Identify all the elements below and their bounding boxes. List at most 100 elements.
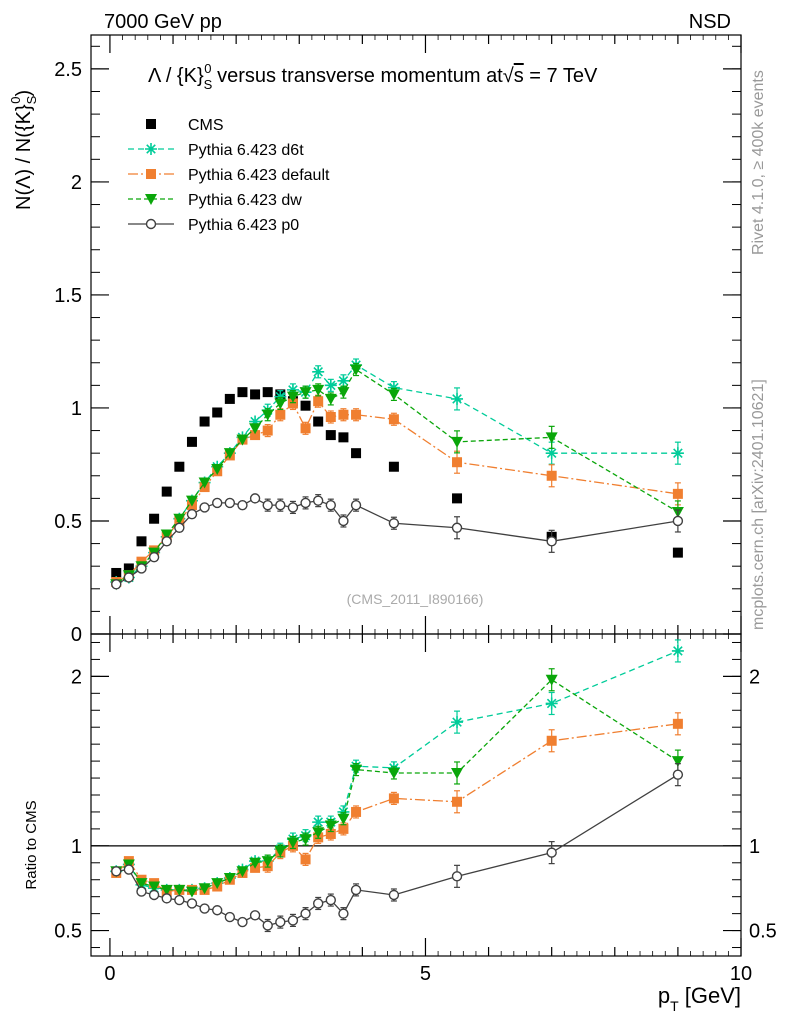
data-point-pythia-6-423-dw [671,756,684,768]
data-point-cms [351,448,362,459]
data-point-pythia-6-423-p0 [672,515,684,527]
legend: CMS Pythia 6.423 d6t Pythia 6.423 default P… [128,117,330,234]
data-point-pythia-6-423-p0 [287,915,299,926]
data-point-cms [212,407,223,418]
data-point-cms [199,416,210,427]
data-point-pythia-6-423-p0 [123,572,135,583]
data-point-pythia-6-423-default [325,412,336,423]
y-tick-label-right: 0.5 [749,921,777,943]
data-point-pythia-6-423-dw [299,387,312,399]
y-tick-label: 0.5 [54,921,82,943]
data-point-pythia-6-423-p0 [338,515,349,527]
data-point-pythia-6-423-p0 [451,522,463,533]
data-point-pythia-6-423-dw [148,881,161,893]
data-point-pythia-6-423-dw [236,434,249,446]
data-point-pythia-6-423-dw [261,856,274,868]
data-point-pythia-6-423-p0 [350,499,362,511]
data-point-pythia-6-423-p0 [148,889,160,901]
data-point-pythia-6-423-dw [236,866,249,878]
main-ylabel: N(Λ) / N({K}S0) [8,90,39,210]
data-point-pythia-6-423-default [546,735,557,746]
series-line-pythia-6-423-default [115,399,678,583]
data-point-pythia-6-423-p0 [161,893,172,904]
data-point-pythia-6-423-dw [451,436,464,448]
plot-title: Λ / {K}S0 versus transverse momentum at√… [148,61,598,92]
data-point-cms [300,400,311,411]
data-point-pythia-6-423-p0 [237,499,248,511]
data-point-pythia-6-423-p0 [546,847,557,858]
legend-marker [146,119,156,129]
data-point-cms [136,536,147,547]
data-point-pythia-6-423-dw [350,364,363,376]
data-point-pythia-6-423-default [313,396,324,407]
data-point-pythia-6-423-d6t [337,374,350,387]
data-point-pythia-6-423-dw [286,391,299,403]
series-line-pythia-6-423-dw [115,368,679,585]
data-point-pythia-6-423-dw [261,409,274,421]
rivet-note: Rivet 4.1.0, ≥ 400k events [750,70,767,255]
data-point-pythia-6-423-d6t [671,644,684,657]
data-point-pythia-6-423-default [338,823,349,834]
data-point-pythia-6-423-p0 [224,497,236,509]
data-point-pythia-6-423-p0 [174,522,185,533]
data-point-pythia-6-423-p0 [174,894,185,906]
data-point-pythia-6-423-dw [198,477,211,489]
data-point-pythia-6-423-default [338,409,349,420]
data-point-pythia-6-423-default [351,806,362,817]
legend-marker [145,143,157,155]
data-point-pythia-6-423-dw [211,463,224,475]
data-point-cms [313,416,324,427]
data-point-pythia-6-423-p0 [275,916,286,928]
analysis-watermark: (CMS_2011_I890166) [347,591,484,607]
ratio-ylabel: Ratio to CMS [23,800,40,889]
series-line-pythia-6-423-default [115,723,678,893]
data-point-pythia-6-423-d6t [324,379,337,392]
data-point-pythia-6-423-dw [545,674,558,686]
data-point-pythia-6-423-default [388,793,399,804]
data-point-pythia-6-423-default [300,854,311,865]
y-tick-label: 2.5 [54,59,82,81]
data-point-pythia-6-423-p0 [262,920,273,931]
data-point-cms [262,387,273,398]
series-line-pythia-6-423-d6t [116,364,678,583]
data-point-pythia-6-423-dw [274,398,287,410]
data-point-pythia-6-423-p0 [451,871,463,882]
data-point-cms [174,461,185,472]
y-tick-label: 1 [71,836,82,858]
data-point-pythia-6-423-p0 [186,509,198,520]
legend-label: Pythia 6.423 d6t [188,142,304,159]
data-point-pythia-6-423-p0 [224,911,236,923]
data-point-pythia-6-423-p0 [161,536,172,547]
main-axes: 0 0.5 1 1.5 2 2.5 [54,35,742,646]
data-point-pythia-6-423-d6t [274,390,287,403]
data-point-pythia-6-423-dw [160,884,173,896]
data-point-pythia-6-423-p0 [672,769,684,780]
data-point-pythia-6-423-d6t [249,415,262,428]
data-point-pythia-6-423-p0 [136,563,147,574]
data-point-pythia-6-423-dw [135,878,148,890]
data-point-pythia-6-423-dw [337,387,350,399]
data-point-pythia-6-423-p0 [186,898,198,909]
data-point-pythia-6-423-default [300,423,311,434]
data-point-pythia-6-423-dw [173,513,186,525]
data-point-cms [672,547,683,558]
ratio-plot-frame [90,633,742,957]
data-point-pythia-6-423-p0 [212,905,223,916]
data-point-pythia-6-423-d6t [451,392,464,405]
data-point-pythia-6-423-dw [185,886,198,898]
data-point-pythia-6-423-d6t [451,716,464,729]
data-point-cms [237,387,248,398]
x-tick-label: 5 [420,963,431,985]
data-point-pythia-6-423-dw [350,764,363,776]
data-point-pythia-6-423-dw [249,423,262,435]
y-tick-label: 0 [71,624,82,646]
data-point-pythia-6-423-p0 [300,908,311,919]
mcplots-note: mcplots.cern.ch [arXiv:2401.10621] [750,379,767,630]
data-point-pythia-6-423-default [325,828,336,839]
data-point-pythia-6-423-default [287,398,298,409]
legend-marker [146,169,156,179]
legend-label: CMS [188,117,224,134]
data-point-pythia-6-423-p0 [312,898,324,909]
data-point-pythia-6-423-default [672,718,683,729]
data-point-cms [325,430,336,441]
